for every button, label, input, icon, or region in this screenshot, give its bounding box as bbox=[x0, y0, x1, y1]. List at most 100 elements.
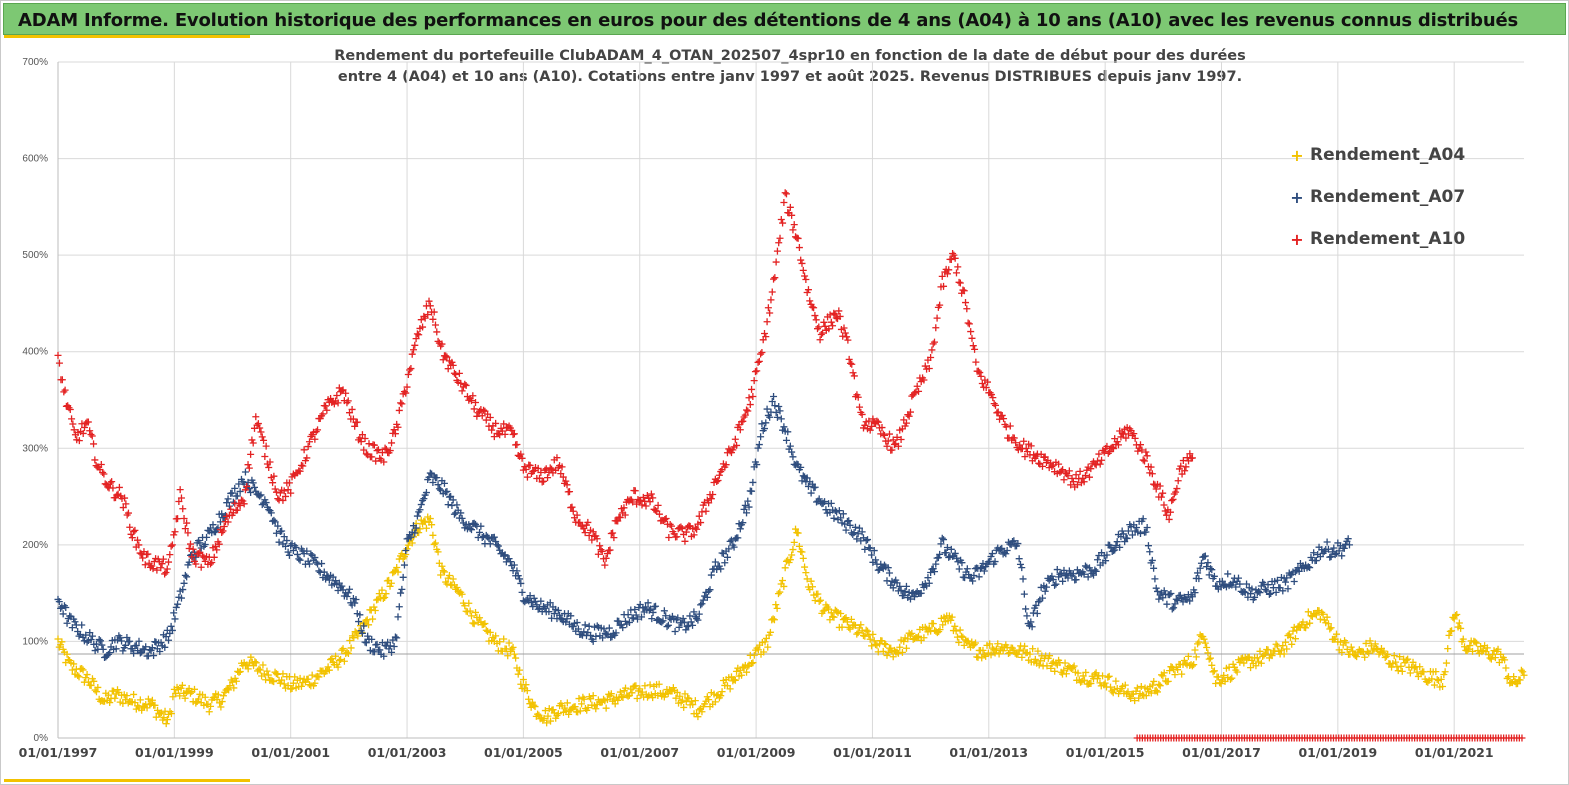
point-rendement-a07 bbox=[976, 565, 984, 573]
point-rendement-a04 bbox=[947, 616, 955, 624]
point-rendement-a10 bbox=[282, 492, 290, 500]
point-rendement-a07 bbox=[364, 632, 372, 640]
point-rendement-a10 bbox=[990, 400, 998, 408]
point-rendement-a10 bbox=[943, 270, 951, 278]
point-rendement-a07 bbox=[645, 606, 653, 614]
point-rendement-a04 bbox=[219, 692, 227, 700]
point-rendement-a04 bbox=[1034, 647, 1042, 655]
point-rendement-a10 bbox=[976, 369, 984, 377]
point-rendement-a10 bbox=[741, 411, 749, 419]
point-rendement-a04 bbox=[1333, 630, 1340, 638]
point-rendement-a04 bbox=[622, 684, 630, 692]
point-rendement-a07 bbox=[181, 571, 189, 579]
point-rendement-a10 bbox=[831, 310, 839, 318]
point-rendement-a04 bbox=[439, 567, 447, 575]
point-rendement-a04 bbox=[1074, 669, 1082, 677]
point-rendement-a07 bbox=[433, 474, 441, 482]
x-tick-labels: 01/01/1997 01/01/1999 01/01/2001 01/01/2003… bbox=[19, 745, 1494, 760]
point-rendement-a04 bbox=[970, 641, 978, 649]
point-rendement-a10 bbox=[757, 350, 765, 358]
point-rendement-a07 bbox=[413, 512, 421, 520]
point-rendement-a04 bbox=[603, 696, 611, 704]
point-rendement-a10 bbox=[501, 430, 509, 438]
point-rendement-a07 bbox=[835, 507, 843, 515]
point-rendement-a10 bbox=[188, 553, 196, 561]
point-rendement-a07 bbox=[777, 415, 785, 423]
point-rendement-a04 bbox=[847, 615, 855, 623]
point-rendement-a07 bbox=[1072, 576, 1080, 584]
point-rendement-a10 bbox=[779, 219, 787, 227]
point-rendement-a07 bbox=[1171, 600, 1179, 608]
point-rendement-a07 bbox=[563, 615, 571, 623]
point-rendement-a10 bbox=[866, 426, 874, 434]
point-rendement-a10 bbox=[86, 427, 94, 435]
point-rendement-a10 bbox=[850, 372, 858, 380]
point-rendement-a04 bbox=[1465, 645, 1473, 653]
point-rendement-a04 bbox=[794, 529, 802, 537]
point-rendement-a04 bbox=[335, 657, 343, 665]
point-rendement-a04 bbox=[1302, 624, 1310, 632]
point-rendement-a10 bbox=[265, 464, 273, 472]
point-rendement-a07 bbox=[490, 533, 498, 541]
point-rendement-a07 bbox=[753, 461, 761, 469]
point-rendement-a10 bbox=[541, 466, 549, 474]
point-rendement-a07 bbox=[804, 482, 812, 490]
point-rendement-a04 bbox=[1149, 681, 1157, 689]
point-rendement-a04 bbox=[571, 703, 579, 711]
legend-item-a10: + Rendement_A10 bbox=[1290, 218, 1465, 260]
point-rendement-a04 bbox=[82, 674, 90, 682]
point-rendement-a10 bbox=[403, 383, 411, 391]
point-rendement-a07 bbox=[398, 585, 406, 593]
point-rendement-a04 bbox=[1210, 667, 1218, 675]
y-tick-label: 0% bbox=[34, 733, 49, 744]
point-rendement-a10 bbox=[930, 338, 938, 346]
point-rendement-a07 bbox=[772, 409, 780, 417]
point-rendement-a10 bbox=[1057, 467, 1065, 475]
point-rendement-a07 bbox=[170, 609, 178, 617]
point-rendement-a10 bbox=[603, 550, 611, 558]
point-rendement-a04 bbox=[825, 605, 833, 613]
point-rendement-a07 bbox=[632, 611, 640, 619]
point-rendement-a04 bbox=[915, 632, 923, 640]
point-rendement-a07 bbox=[664, 621, 672, 629]
point-rendement-a04 bbox=[1453, 610, 1461, 618]
point-rendement-a07 bbox=[789, 453, 797, 461]
point-rendement-a04 bbox=[837, 610, 845, 618]
point-rendement-a10 bbox=[241, 486, 249, 494]
point-rendement-a07 bbox=[95, 636, 103, 644]
point-rendement-a04 bbox=[864, 627, 872, 635]
point-rendement-a10 bbox=[963, 305, 971, 313]
point-rendement-a07 bbox=[1186, 597, 1194, 605]
point-rendement-a10 bbox=[181, 525, 189, 533]
point-rendement-a10 bbox=[845, 355, 853, 363]
point-rendement-a07 bbox=[965, 571, 973, 579]
point-rendement-a07 bbox=[1137, 529, 1144, 537]
point-rendement-a04 bbox=[1477, 643, 1485, 651]
point-rendement-a10 bbox=[601, 561, 609, 569]
point-rendement-a10 bbox=[455, 369, 463, 377]
point-rendement-a10 bbox=[412, 335, 420, 343]
point-rendement-a10 bbox=[257, 428, 265, 436]
point-rendement-a10 bbox=[104, 483, 112, 491]
point-rendement-a10 bbox=[954, 263, 962, 271]
point-rendement-a04 bbox=[315, 673, 323, 681]
point-rendement-a07 bbox=[270, 516, 278, 524]
point-rendement-a04 bbox=[808, 583, 816, 591]
point-rendement-a07 bbox=[662, 612, 670, 620]
point-rendement-a04 bbox=[244, 665, 252, 673]
point-rendement-a07 bbox=[1174, 596, 1182, 604]
point-rendement-a10 bbox=[581, 529, 589, 537]
point-rendement-a07 bbox=[780, 423, 788, 431]
point-rendement-a07 bbox=[605, 624, 613, 632]
point-rendement-a07 bbox=[1056, 570, 1064, 578]
y-tick-label: 500% bbox=[22, 250, 48, 261]
point-rendement-a07 bbox=[945, 553, 953, 561]
point-rendement-a04 bbox=[1416, 663, 1424, 671]
point-rendement-a10 bbox=[1138, 446, 1146, 454]
point-rendement-a10 bbox=[690, 531, 698, 539]
point-rendement-a04 bbox=[344, 650, 352, 658]
point-rendement-a04 bbox=[1014, 650, 1022, 658]
point-rendement-a04 bbox=[1087, 680, 1095, 688]
point-rendement-a04 bbox=[1402, 656, 1410, 664]
point-rendement-a10 bbox=[638, 501, 646, 509]
